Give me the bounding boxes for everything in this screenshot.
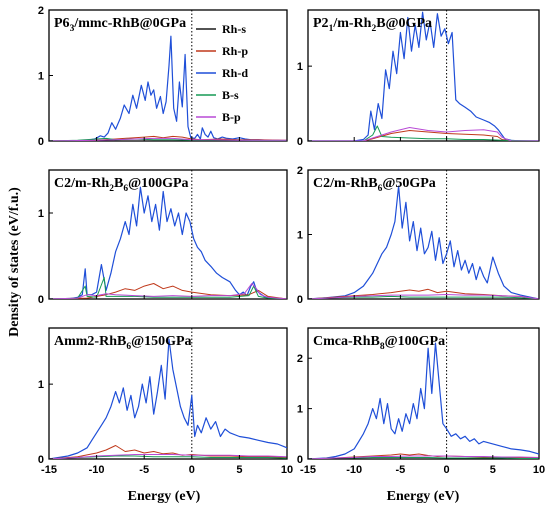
y-tick-label: 0	[38, 294, 44, 306]
series-group	[49, 338, 287, 459]
legend-label: B-s	[222, 88, 239, 102]
series-group	[308, 342, 539, 459]
y-tick-label: 2	[297, 165, 303, 177]
panel-title: P63/mmc-RhB@0GPa	[54, 16, 186, 34]
legend-label: Rh-s	[222, 22, 246, 36]
y-tick-label: 0	[38, 454, 44, 466]
dos-panel-1: 0 1 2 P63/mmc-RhB@0GPa	[38, 5, 288, 148]
plot-frame	[307, 327, 540, 460]
series-line-rh-d	[49, 338, 287, 459]
x-tick-label: 5	[490, 464, 496, 476]
series-line-rh-d	[308, 185, 539, 299]
dos-panel-5: 0 1 -15 -10 -5 0 5 10 Amm2-RhB6@150GPa	[38, 327, 293, 476]
y-axis-label: Density of states (eV/f.u.)	[7, 187, 22, 337]
x-tick-label: -15	[41, 464, 57, 476]
series-group	[308, 185, 539, 299]
y-tick-label: 1	[38, 208, 44, 220]
plot-frame	[48, 327, 288, 460]
y-tick-label: 1	[297, 230, 303, 242]
y-tick-label: 1	[38, 379, 44, 391]
series-line-rh-d	[49, 35, 287, 141]
series-line-b-p	[308, 127, 539, 141]
series-group	[308, 11, 539, 141]
y-tick-label: 2	[297, 353, 303, 365]
y-tick-label: 0	[297, 294, 303, 306]
legend: Rh-s Rh-p Rh-d B-s B-p	[196, 22, 248, 124]
x-tick-label: -5	[396, 464, 406, 476]
dos-panel-6: 0 1 2 -15 -10 -5 0 5 10 Cmca-RhB8@100GPa	[297, 327, 545, 476]
y-tick-label: 0	[297, 136, 303, 148]
plot-frame	[48, 169, 288, 300]
x-tick-label: 10	[533, 464, 545, 476]
panel-title: C2/m-RhB6@50GPa	[313, 176, 436, 194]
series-line-rh-p	[308, 130, 539, 141]
dos-panel-3: 0 1 C2/m-Rh2B6@100GPa	[38, 169, 288, 306]
y-tick-label: 1	[38, 71, 44, 83]
panel-title: C2/m-Rh2B6@100GPa	[54, 176, 189, 194]
dos-panel-2: 0 1 P21/m-Rh2B@0GPa	[297, 9, 540, 148]
series-line-b-p	[49, 283, 287, 299]
x-tick-label: 10	[281, 464, 293, 476]
y-tick-label: 2	[38, 5, 44, 17]
dos-panel-4: 0 1 2 C2/m-RhB6@50GPa	[297, 165, 540, 306]
y-tick-label: 0	[297, 454, 303, 466]
series-line-rh-p	[49, 445, 287, 459]
x-tick-label: -10	[346, 464, 362, 476]
series-group	[49, 35, 287, 141]
x-tick-label: 5	[236, 464, 242, 476]
legend-label: B-p	[222, 110, 241, 124]
plot-frame	[307, 9, 540, 142]
x-tick-label: -5	[139, 464, 149, 476]
series-line-rh-p	[49, 283, 287, 299]
x-tick-label: -10	[89, 464, 105, 476]
series-line-b-p	[49, 137, 287, 141]
series-line-rh-p	[49, 135, 287, 141]
x-axis-label-left: Energy (eV)	[128, 489, 201, 504]
x-tick-label: 0	[189, 464, 195, 476]
x-tick-label: 0	[444, 464, 450, 476]
legend-label: Rh-p	[222, 44, 248, 58]
panel-title: Amm2-RhB6@150GPa	[54, 334, 192, 352]
y-tick-label: 1	[297, 61, 303, 73]
x-axis-label-right: Energy (eV)	[387, 489, 460, 504]
x-tick-label: -15	[300, 464, 316, 476]
y-tick-label: 0	[38, 136, 44, 148]
series-line-rh-d	[308, 11, 539, 141]
series-line-rh-d	[308, 342, 539, 459]
series-line-b-s	[308, 125, 539, 141]
series-line-rh-d	[49, 186, 287, 299]
panels-group: 0 1 2 P63/mmc-RhB@0GPa 0 1 P21/m-Rh2B@0GPa 0 1 C2…	[38, 5, 545, 476]
panel-title: Cmca-RhB8@100GPa	[313, 334, 445, 352]
panel-title: P21/m-Rh2B@0GPa	[313, 16, 432, 34]
legend-label: Rh-d	[222, 66, 248, 80]
y-tick-label: 1	[297, 404, 303, 416]
series-group	[49, 186, 287, 299]
